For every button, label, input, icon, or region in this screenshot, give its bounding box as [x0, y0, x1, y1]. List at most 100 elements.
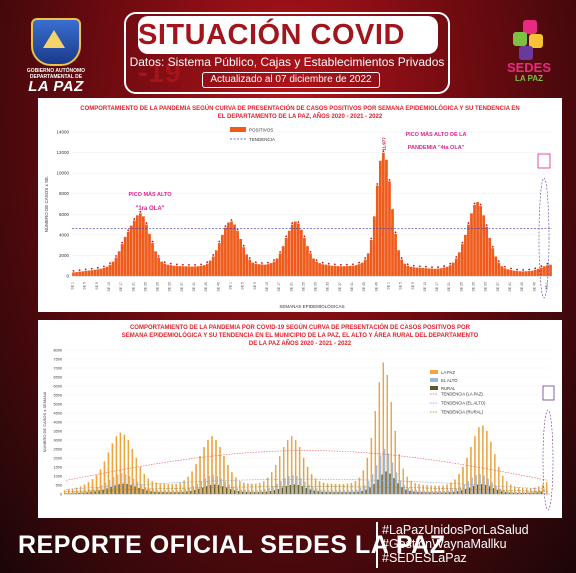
chart2-bar-elalto	[479, 474, 481, 494]
chart1-xtick-label: SE 1	[544, 282, 548, 290]
chart1-point	[303, 235, 306, 238]
chart1-point	[333, 263, 336, 266]
chart2-bar-rural	[158, 492, 160, 494]
chart2-bar-elalto	[487, 478, 489, 494]
chart1-bar	[138, 213, 142, 276]
chart1-bar	[166, 264, 170, 276]
chart1-bar	[424, 268, 428, 276]
chart1-bar	[157, 257, 160, 276]
chart2-bar-rural	[190, 490, 192, 494]
chart2-bar-lapaz	[294, 439, 297, 495]
chart2-ytick-label: 5500	[54, 394, 62, 398]
chart1-bar	[102, 267, 106, 276]
chart1-legend-label: TENDENCIA	[249, 137, 275, 142]
chart2-bar-lapaz	[334, 484, 337, 495]
chart2-bar-lapaz	[302, 457, 305, 495]
chart1-point	[115, 255, 117, 257]
chart1-bar	[400, 259, 403, 276]
chart1-bar	[430, 268, 434, 276]
chart1-ytick-label: 14000	[56, 130, 69, 135]
chart1-point	[491, 245, 494, 248]
chart2-ytick-label: 6000	[54, 385, 62, 389]
hashtag-box	[376, 522, 574, 568]
chart1-point	[267, 261, 269, 264]
chart1-point	[376, 183, 379, 185]
chart2-bar-rural	[301, 486, 303, 494]
chart2-bar-elalto	[407, 488, 410, 494]
chart1-xtick-label: SE 1	[386, 282, 390, 290]
chart2-bar-rural	[289, 485, 291, 494]
chart2-bar-elalto	[236, 488, 238, 494]
chart2-bar-elalto	[427, 490, 430, 494]
chart2-bar-rural	[429, 492, 431, 494]
page-subtitle: Datos: Sistema Público, Cajas y Establec…	[129, 55, 445, 69]
chart2-bar-lapaz	[422, 484, 424, 495]
chart2-bar-lapaz	[506, 481, 508, 495]
chart2-bar-elalto	[539, 490, 541, 494]
chart2-ytick-label: 6500	[54, 376, 62, 380]
chart1-bar	[436, 268, 440, 276]
chart1-bar	[275, 258, 279, 276]
chart2-bar-rural	[393, 478, 395, 494]
chart2-bar-elalto	[403, 485, 406, 494]
chart2-bar-elalto	[105, 482, 107, 494]
chart1-bar	[491, 248, 495, 276]
chart2-bar-lapaz	[147, 478, 149, 495]
chart2-bar-rural	[421, 492, 423, 494]
chart2-bar-rural	[461, 490, 463, 494]
chart2-ytick-label: 1000	[54, 475, 62, 479]
chart1-point	[534, 267, 537, 270]
chart1-bar	[233, 224, 236, 276]
chart1-bar	[145, 224, 148, 276]
chart2-ytick-label: 1500	[54, 466, 62, 470]
chart1-bar	[230, 221, 233, 276]
chart1-xtick-label: SE 9	[411, 282, 415, 290]
chart2-bar-elalto	[264, 489, 266, 494]
chart2-bar-elalto	[200, 480, 202, 494]
chart2-bar-lapaz	[470, 447, 472, 495]
chart2-bar-lapaz	[215, 439, 217, 495]
chart2-bar-lapaz	[514, 486, 516, 495]
chart1-bar	[515, 271, 519, 276]
chart2-legend-label: LA PAZ	[441, 370, 455, 375]
chart1-point	[455, 256, 458, 258]
chart1-bar	[427, 268, 431, 276]
chart2-ytick-label: 2500	[54, 448, 62, 452]
chart2-bar-elalto	[148, 488, 151, 494]
chart2-bar-lapaz	[545, 482, 548, 495]
chart1-annotation-title: PICO MÁS ALTO	[129, 191, 173, 198]
chart2-ytick-label: 7500	[54, 358, 62, 362]
chart2-bar-elalto	[308, 484, 310, 494]
chart1-point	[169, 262, 172, 265]
chart1-bar	[217, 243, 221, 276]
chart2-legend-swatch	[430, 386, 438, 390]
chart2-bar-elalto	[312, 487, 314, 494]
chart1-point	[145, 222, 148, 224]
chart2-bar-elalto	[527, 491, 529, 494]
chart1-point	[497, 260, 500, 263]
chart2-bar-elalto	[348, 490, 350, 494]
chart2-bar-rural	[445, 492, 447, 494]
chart1-xtick-label: SE 25	[301, 282, 305, 292]
chart2-bar-elalto	[395, 472, 398, 494]
chart1-point	[181, 263, 184, 266]
chart1-bar	[114, 257, 118, 276]
chart1-point	[321, 261, 324, 264]
chart1-point	[133, 218, 136, 220]
chart2-bar-rural	[496, 489, 499, 494]
chart2-bar-lapaz	[187, 476, 189, 495]
chart2-bar-elalto	[471, 477, 473, 494]
chart2-bar-elalto	[276, 483, 278, 494]
chart1-bar	[479, 206, 482, 276]
chart1-bar	[132, 220, 136, 276]
chart1-xtick-label: SE 37	[180, 282, 184, 292]
chart1-bar	[372, 216, 376, 276]
chart2-bar-elalto	[73, 492, 75, 494]
chart2-bar-rural	[198, 488, 200, 494]
chart2-bar-lapaz	[366, 457, 369, 495]
chart2-ytick-label: 0	[60, 493, 62, 497]
chart2-bar-rural	[409, 491, 411, 494]
chart2-bar-elalto	[356, 489, 358, 494]
chart2-bar-elalto	[328, 490, 330, 494]
chart2-bar-rural	[441, 492, 443, 494]
